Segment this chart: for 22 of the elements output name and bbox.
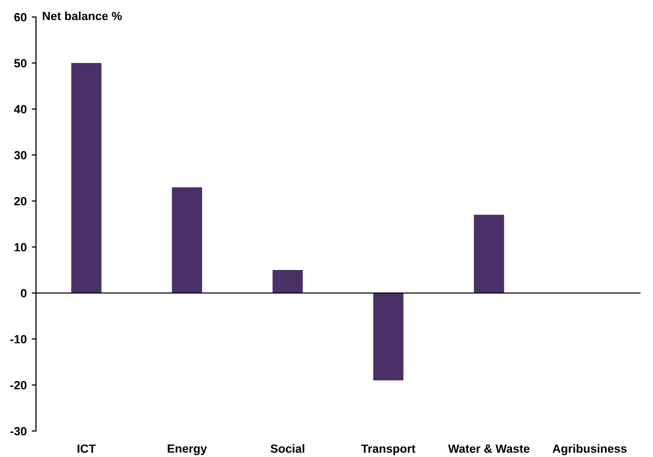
bar: [373, 293, 404, 380]
x-tick-label: Energy: [168, 444, 207, 456]
bar: [474, 214, 504, 293]
x-tick-label: ICT: [78, 444, 96, 453]
bar: [172, 187, 202, 293]
x-tick-label: Water & Waste: [448, 444, 530, 453]
bar: [272, 270, 303, 293]
x-tick-label: Social: [270, 444, 304, 453]
y-axis-title: Net balance %: [42, 12, 122, 20]
y-tick-label: 60: [14, 13, 26, 22]
y-tick-label: 40: [14, 105, 26, 114]
y-tick-label: 0: [20, 289, 26, 298]
y-tick-label: 10: [14, 243, 26, 252]
y-tick-label: 50: [14, 59, 26, 68]
x-tick-label: Transport: [361, 444, 416, 456]
bar: [71, 63, 102, 293]
y-tick-label: 30: [14, 151, 26, 160]
y-tick-label: -10: [10, 335, 26, 344]
y-tick-label: -30: [10, 427, 26, 436]
y-tick-label: 20: [14, 197, 26, 206]
x-tick-label: Agribusiness: [552, 444, 627, 456]
y-tick-label: -20: [10, 381, 26, 390]
